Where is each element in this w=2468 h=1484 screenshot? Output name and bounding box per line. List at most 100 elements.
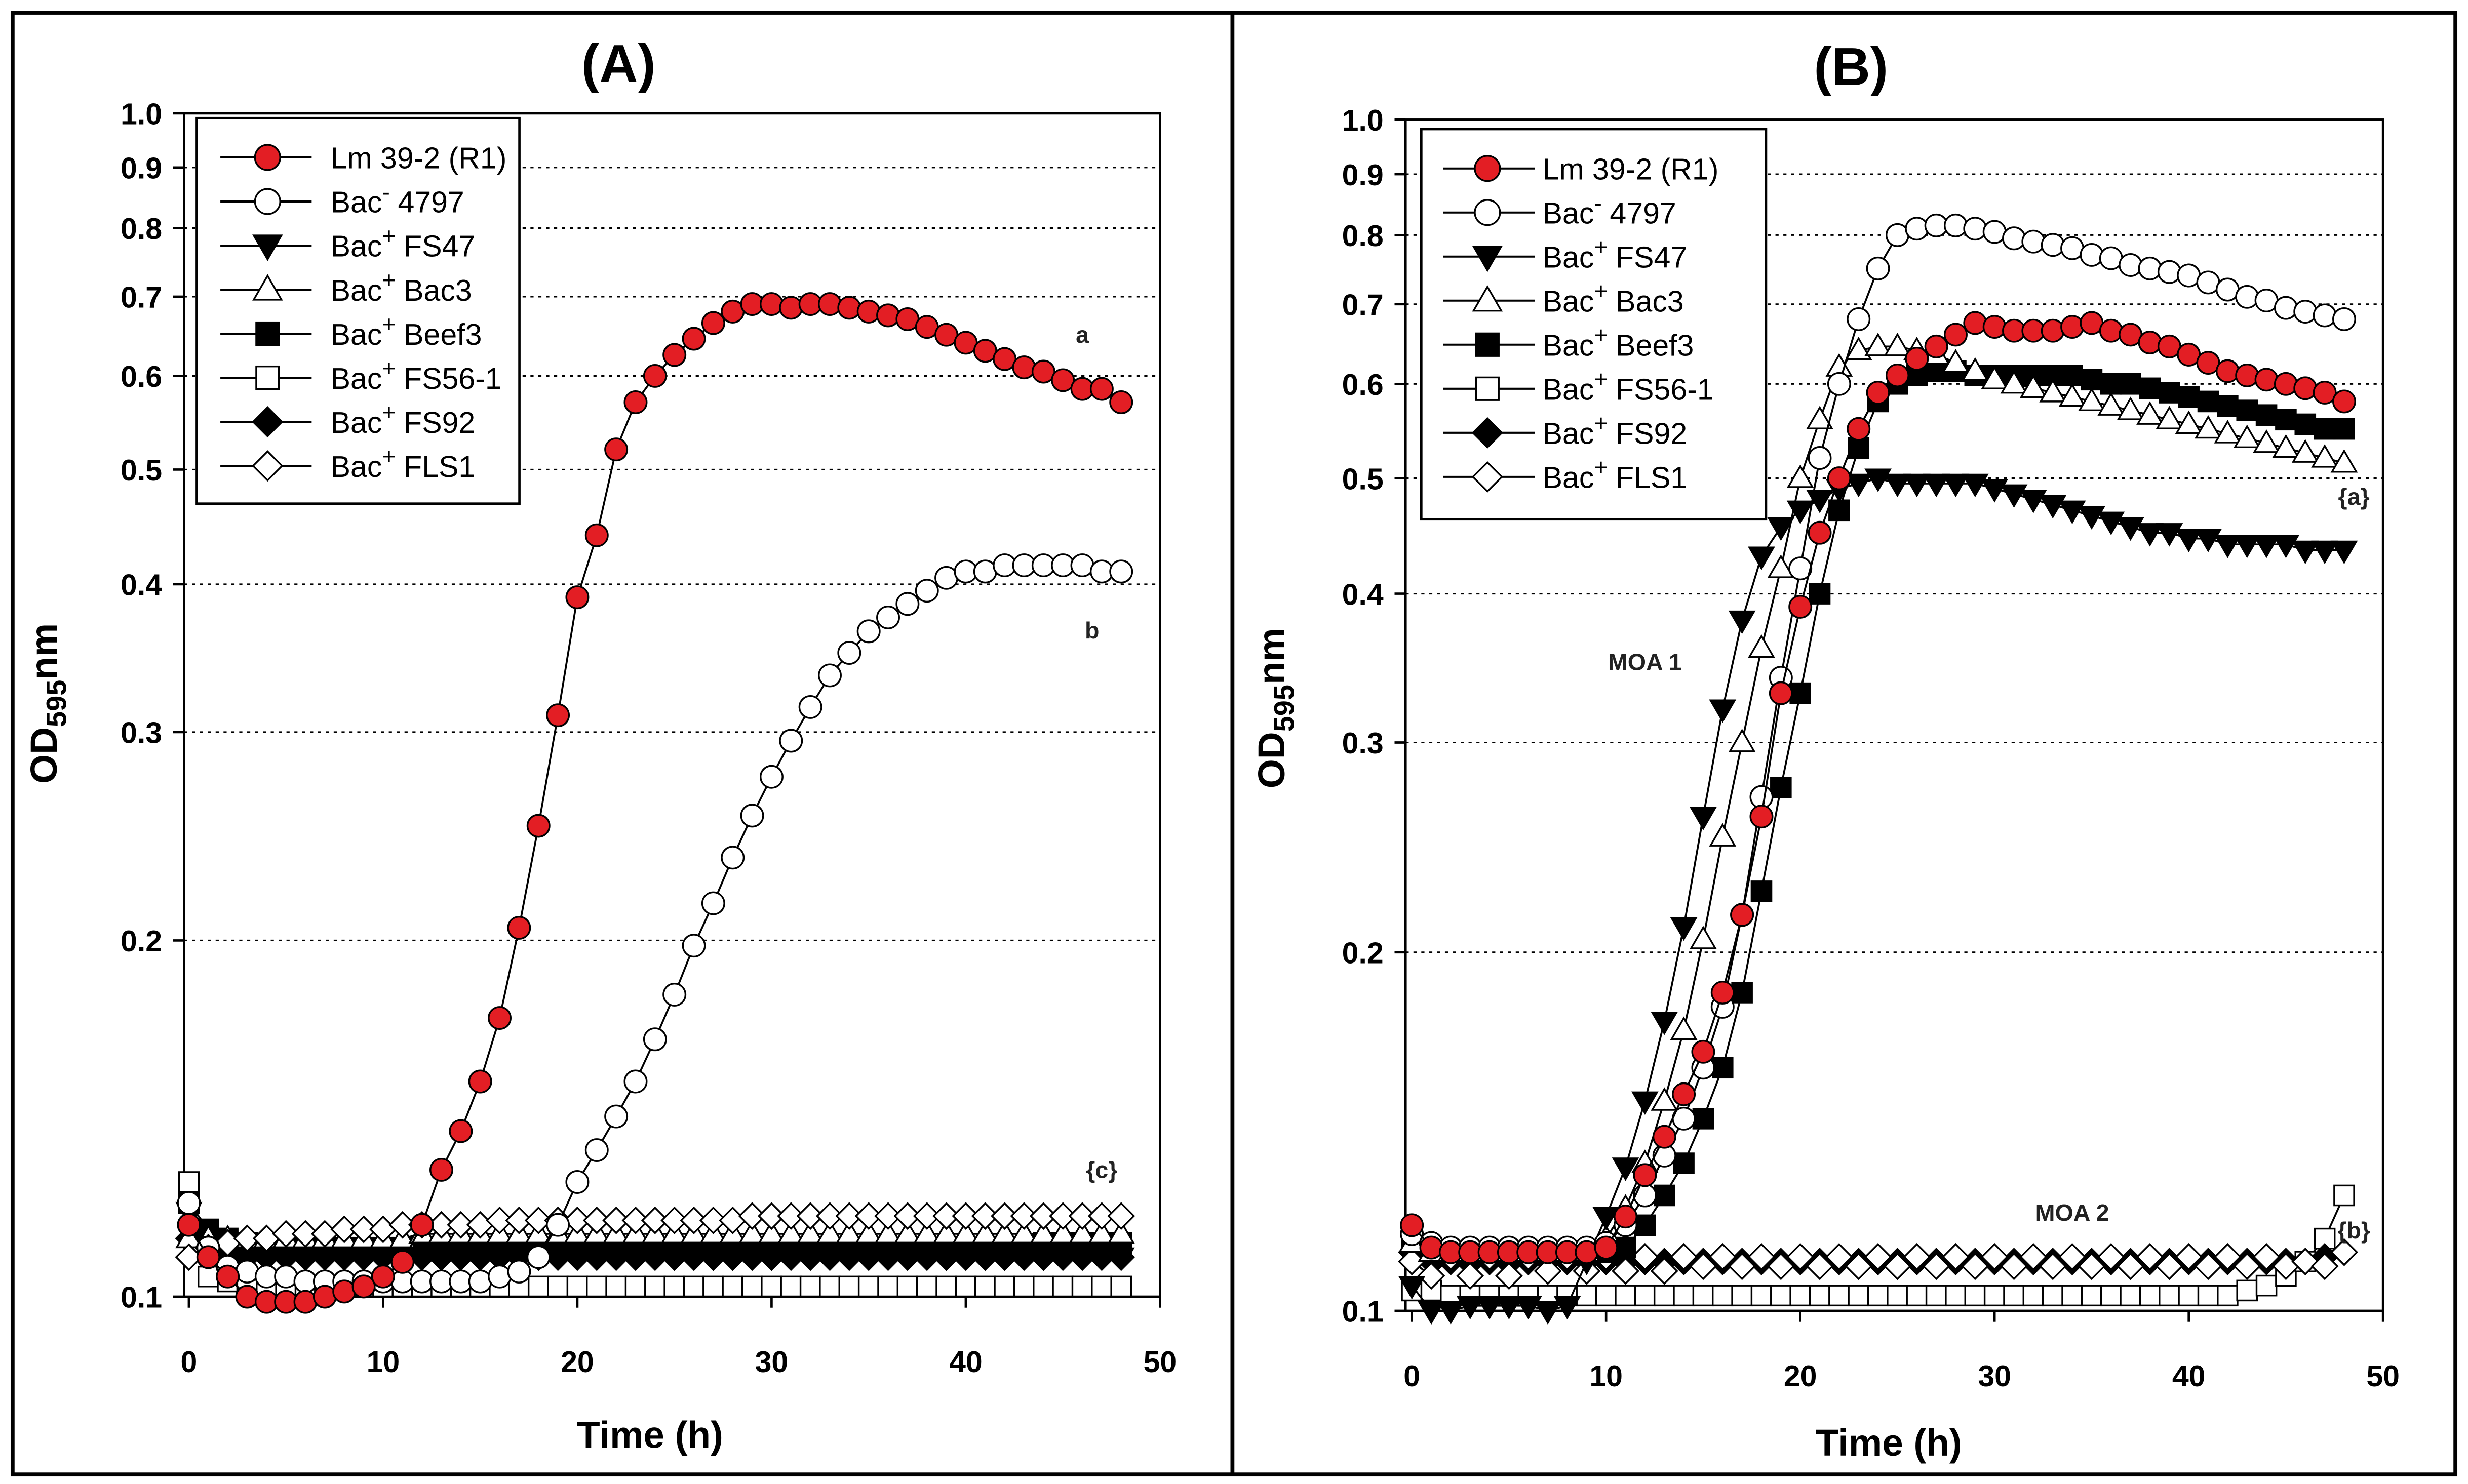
data-point <box>2178 1285 2200 1307</box>
data-point <box>2311 540 2339 565</box>
data-point <box>1866 381 1890 405</box>
data-point <box>971 1243 999 1271</box>
data-point <box>2100 373 2122 395</box>
legend-label-superscript: + <box>382 223 396 249</box>
data-point <box>1942 1242 1970 1271</box>
data-point <box>1109 559 1133 584</box>
legend-marker-square-icon <box>1475 332 1500 357</box>
data-point <box>2332 389 2356 414</box>
data-point <box>932 1220 960 1244</box>
data-point <box>1711 1057 1734 1079</box>
data-point <box>1615 1285 1636 1307</box>
data-point <box>584 1138 609 1162</box>
data-point <box>488 1006 512 1030</box>
data-point <box>1845 337 1872 360</box>
data-point <box>488 1264 512 1289</box>
data-point <box>1827 466 1851 491</box>
data-point <box>932 1202 961 1230</box>
data-point <box>2099 318 2123 343</box>
data-point <box>759 292 784 316</box>
data-point <box>816 1243 844 1271</box>
legend-label: Lm 39-2 (R1) <box>331 142 507 175</box>
data-point <box>585 1275 608 1298</box>
data-point <box>1845 473 1872 498</box>
data-point <box>2333 1184 2355 1207</box>
data-point <box>1847 307 1871 331</box>
data-point <box>835 1220 863 1244</box>
data-point <box>1923 473 1950 498</box>
data-point <box>2136 1242 2164 1271</box>
data-point <box>913 1220 941 1244</box>
x-tick-label: 50 <box>1144 1345 1177 1379</box>
legend-label-strain: Beef3 <box>1616 329 1694 363</box>
legend-label-superscript: + <box>382 355 396 381</box>
data-point <box>2136 523 2164 547</box>
data-point <box>2117 1252 2145 1280</box>
y-tick-label: 0.8 <box>121 212 162 246</box>
data-point <box>971 1202 999 1230</box>
data-point <box>1906 1285 1928 1307</box>
data-point <box>1012 355 1036 380</box>
legend-label: Bac- 4797 <box>331 179 464 219</box>
data-point <box>2119 253 2143 277</box>
legend-item: Lm 39-2 (R1) <box>1443 152 1718 186</box>
data-point <box>856 619 881 644</box>
data-point <box>738 1202 766 1230</box>
data-point <box>1905 217 1929 241</box>
data-point <box>1728 1252 1756 1280</box>
data-point <box>1633 1163 1657 1187</box>
data-point <box>1534 1257 1562 1285</box>
y-axis-title-unit: nm <box>1250 628 1292 685</box>
data-point <box>1750 1285 1773 1307</box>
data-point <box>1029 1243 1057 1271</box>
legend-marker-triangle-down-icon <box>1472 246 1503 272</box>
data-point <box>835 1243 864 1271</box>
data-point <box>1652 1125 1676 1149</box>
data-point <box>2120 1285 2141 1307</box>
legend-item: Bac+ FS47 <box>1443 234 1687 274</box>
data-point <box>2157 260 2181 284</box>
data-point <box>916 1275 938 1298</box>
data-point <box>991 1243 1019 1271</box>
data-point <box>1673 1285 1695 1307</box>
legend-label-prefix: Bac <box>1543 373 1594 407</box>
legend-label-prefix: Bac <box>1543 329 1594 363</box>
data-point <box>777 1220 805 1244</box>
data-point <box>1964 1285 1986 1307</box>
legend-label-prefix: Bac <box>331 362 382 395</box>
data-point <box>2233 1252 2261 1280</box>
y-tick-label: 0.9 <box>1342 158 1384 192</box>
legend-marker-square-icon <box>255 321 280 346</box>
data-point <box>1809 1285 1831 1307</box>
data-point <box>2136 401 2164 425</box>
legend-item: Bac+ FS56-1 <box>1443 366 1714 407</box>
data-point <box>1769 681 1793 705</box>
data-point <box>1887 1285 1908 1307</box>
data-point <box>2197 390 2219 413</box>
data-point <box>991 1202 1019 1230</box>
legend-label-prefix: Bac <box>331 274 382 307</box>
data-point <box>2214 420 2242 444</box>
data-point <box>235 1285 259 1309</box>
panel-b: (B) 0.1 0.2 0.3 0.4 0.5 0.6 0.7 0.8 0.9 1.0 0 10 20 30… <box>1250 37 2400 1464</box>
annotation: {c} <box>1086 1156 1117 1183</box>
data-point <box>740 804 764 828</box>
data-point <box>2330 449 2358 473</box>
data-point <box>2156 406 2183 429</box>
data-point <box>602 1206 631 1234</box>
data-point <box>952 1220 980 1244</box>
data-point <box>2175 529 2203 552</box>
data-point <box>1767 517 1795 541</box>
legend-label: Bac+ FS47 <box>1543 234 1688 274</box>
data-point <box>721 846 745 870</box>
data-point <box>2314 418 2336 440</box>
legend-item: Bac+ FS56-1 <box>220 355 502 395</box>
data-point <box>1788 594 1813 619</box>
legend-label: Bac+ Bac3 <box>1543 278 1684 318</box>
y-tick-label: 0.2 <box>121 925 162 958</box>
data-point <box>1495 1296 1523 1320</box>
data-point <box>2333 418 2355 440</box>
data-point <box>702 1275 724 1298</box>
data-point <box>2019 490 2047 513</box>
